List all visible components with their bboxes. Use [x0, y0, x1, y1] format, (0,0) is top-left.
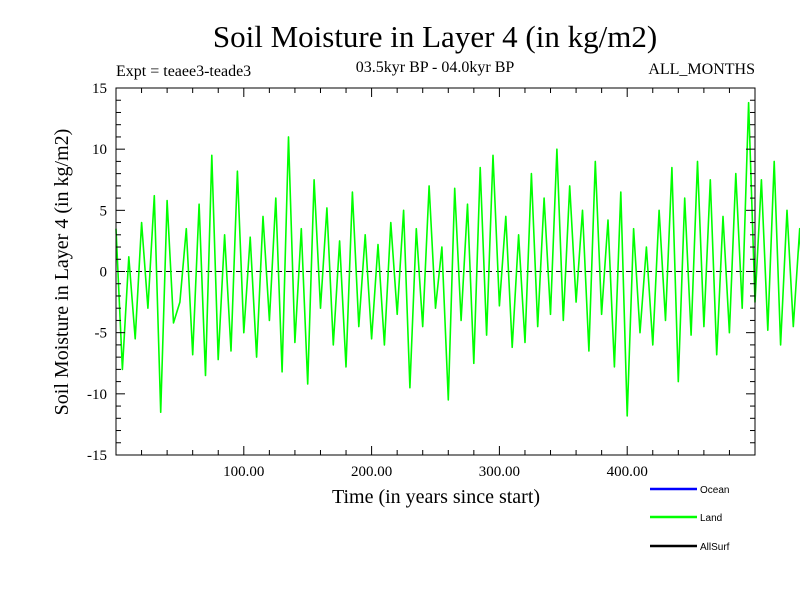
y-tick-label: -10 [87, 387, 107, 403]
y-tick-label: -5 [95, 326, 108, 342]
legend-label-allsurf: AllSurf [700, 542, 730, 553]
chart: Soil Moisture in Layer 4 (in kg/m2) 03.5… [0, 0, 800, 600]
x-tick-label: 300.00 [479, 464, 520, 480]
x-axis-label: Time (in years since start) [332, 486, 540, 508]
x-tick-label: 100.00 [223, 464, 264, 480]
y-tick-label: 5 [100, 203, 108, 219]
y-tick-label: -15 [87, 448, 107, 464]
y-axis-label: Soil Moisture in Layer 4 (in kg/m2) [51, 129, 73, 416]
experiment-label: Expt = teaee3-teade3 [116, 63, 251, 80]
y-tick-label: 15 [92, 81, 107, 97]
legend-label-land: Land [700, 513, 722, 524]
y-tick-label: 10 [92, 142, 107, 158]
x-tick-label: 400.00 [607, 464, 648, 480]
chart-subtitle: 03.5kyr BP - 04.0kyr BP [356, 59, 515, 76]
months-label: ALL_MONTHS [648, 61, 755, 78]
legend-label-ocean: Ocean [700, 485, 729, 496]
y-tick-label: 0 [100, 265, 108, 281]
x-tick-label: 200.00 [351, 464, 392, 480]
chart-title: Soil Moisture in Layer 4 (in kg/m2) [213, 19, 657, 54]
